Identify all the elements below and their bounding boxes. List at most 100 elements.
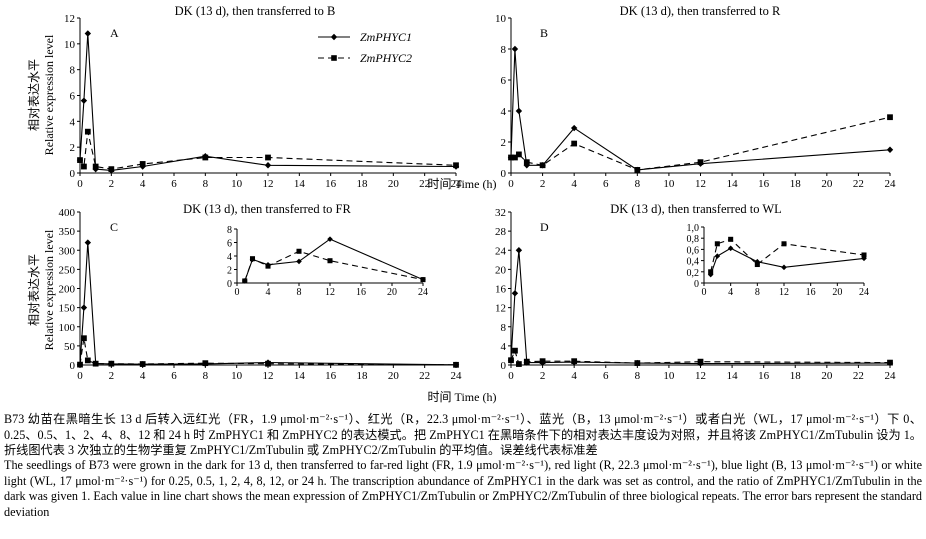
panel-A-y-tick-label: 4 [70,116,76,128]
panel-D-point-ZmPHYC2 [697,358,704,365]
panel-B: DK (13 d), then transferred to RB0 2 4 6 8 10… [495,4,896,190]
panel-D-inset-point-ZmPHYC1 [727,245,734,252]
panel-C-inset-x-tick-label: 24 [418,287,428,298]
panel-B-x-tick-label: 22 [853,178,864,190]
panel-A-y-tick-label: 6 [70,91,76,103]
caption-chinese: B73 幼苗在黑暗生长 13 d 后转入远红光（FR，1.9 μmol·m⁻²·… [4,412,922,458]
panel-A-y-tick-label: 10 [64,39,76,51]
panel-D-inset-point-ZmPHYC1 [781,264,787,271]
panel-B-x-tick-label: 8 [635,178,641,190]
panel-D-inset-point-ZmPHYC2 [781,241,787,247]
panel-A-x-tick-label: 6 [171,178,177,190]
panel-A-point-ZmPHYC1 [264,162,272,169]
panel-C-x-tick-label: 8 [203,370,209,382]
panel-D-x-tick-label: 6 [603,370,609,382]
panel-D-line-ZmPHYC2 [510,349,891,365]
panel-C-x-tick-label: 20 [388,370,400,382]
panel-B-x-tick-label: 24 [885,178,897,190]
y-axis-title-zh: 相对表达水平 [27,59,41,131]
panel-A-point-ZmPHYC2 [81,163,87,170]
panel-A: DK (13 d), then transferred to BA0 2 4 6 8 10… [64,4,462,190]
panel-B-point-ZmPHYC1 [523,162,530,169]
figure-panels: DK (13 d), then transferred to BA0 2 4 6 8 10… [27,4,896,404]
panel-C-inset-point-ZmPHYC2 [327,258,333,264]
panel-C-y-tick-label: 350 [59,226,76,238]
panel-A-x-tick-label: 12 [263,178,274,190]
y-axis-title-row-2: 相对表达水平 Relative expression level [27,229,56,350]
panel-D-y-tick-label: 4 [501,341,507,353]
panel-D-y-tick-label: 28 [495,226,507,238]
panel-B-point-ZmPHYC2 [516,151,522,158]
panel-D-inset-y-tick-label: 0,8 [687,234,700,245]
panel-A-title: DK (13 d), then transferred to B [175,4,336,18]
panel-D-inset-x-tick-label: 12 [779,287,789,298]
panel-B-point-ZmPHYC2 [697,159,704,166]
panel-A-x-tick-label: 22 [419,178,430,190]
panel-D-point-ZmPHYC2 [539,358,546,365]
panel-D-inset-point-ZmPHYC2 [708,269,714,275]
panel-B-y-tick-label: 4 [501,106,507,118]
panel-B-y-tick-label: 2 [501,137,507,149]
panel-B-x-tick-label: 4 [571,178,577,190]
panel-D-x-tick-label: 18 [790,370,802,382]
panel-B-point-ZmPHYC2 [571,140,578,147]
panel-C-x-tick-label: 4 [140,370,146,382]
panel-C-point-ZmPHYC1 [84,239,92,246]
panel-B-point-ZmPHYC2 [634,167,641,173]
panel-D-x-tick-label: 20 [821,370,833,382]
caption-english: The seedlings of B73 were grown in the d… [4,458,922,519]
panel-D-y-tick-label: 16 [495,284,507,296]
panel-C-x-tick-label: 18 [357,370,369,382]
panel-A-x-tick-label: 18 [357,178,369,190]
panel-A-y-tick-label: 12 [64,13,75,25]
y-axis-title-zh: 相对表达水平 [27,254,41,326]
panel-B-point-ZmPHYC2 [508,154,514,161]
panel-D-inset-point-ZmPHYC1 [861,255,867,262]
panel-A-point-ZmPHYC2 [453,162,459,169]
panel-D-x-tick-label: 22 [853,370,864,382]
legend-label-2: ZmPHYC2 [360,51,412,65]
panel-D-y-tick-label: 32 [495,207,506,219]
y-axis-title-row-1: 相对表达水平 Relative expression level [27,34,56,155]
panel-C-point-ZmPHYC2 [77,361,83,368]
panel-D-y-tick-label: 20 [495,264,507,276]
legend-marker-1 [330,33,338,41]
x-axis-title-bottom: 时间 Time (h) [428,390,497,404]
panel-D-x-tick-label: 2 [540,370,546,382]
panel-D-inset-point-ZmPHYC2 [728,236,734,242]
panel-C-point-ZmPHYC2 [139,361,146,367]
panel-C-line-ZmPHYC1 [79,242,457,366]
panel-C-inset-y-tick-label: 4 [227,252,232,263]
panel-A-point-ZmPHYC2 [108,166,115,173]
panel-D-inset-line-ZmPHYC1 [710,247,865,275]
panel-A-x-tick-label: 20 [388,178,400,190]
panel-C-x-tick-label: 0 [77,370,83,382]
panel-D-inset-x-tick-label: 4 [728,287,733,298]
panel-A-x-tick-label: 8 [203,178,209,190]
legend: ZmPHYC1 ZmPHYC2 [318,30,412,65]
panel-C-y-tick-label: 50 [64,341,76,353]
panel-D-inset-x-tick-label: 16 [806,287,816,298]
panel-B-y-tick-label: 0 [501,168,507,180]
panel-C-inset-point-ZmPHYC1 [296,258,302,265]
panel-C-x-tick-label: 10 [231,370,243,382]
panel-B-point-ZmPHYC1 [511,45,519,53]
panel-C-inset-x-tick-label: 12 [325,287,335,298]
panel-C-x-tick-label: 12 [263,370,274,382]
panel-A-point-ZmPHYC1 [84,30,92,37]
y-axis-title-en: Relative expression level [42,229,56,350]
panel-C-point-ZmPHYC2 [453,361,459,368]
panel-C-y-tick-label: 0 [70,360,76,372]
panel-D-point-ZmPHYC2 [512,347,518,354]
legend-label-1: ZmPHYC1 [360,30,412,44]
panel-D-x-tick-label: 8 [635,370,641,382]
panel-D-inset-x-tick-label: 24 [859,287,869,298]
panel-D-point-ZmPHYC2 [523,358,530,365]
panel-A-x-tick-label: 14 [294,178,306,190]
panel-C-point-ZmPHYC2 [92,360,99,367]
panel-A-point-ZmPHYC2 [92,163,99,170]
panel-D-y-tick-label: 0 [501,360,507,372]
panel-A-x-tick-label: 16 [325,178,337,190]
panel-C-x-tick-label: 16 [325,370,337,382]
